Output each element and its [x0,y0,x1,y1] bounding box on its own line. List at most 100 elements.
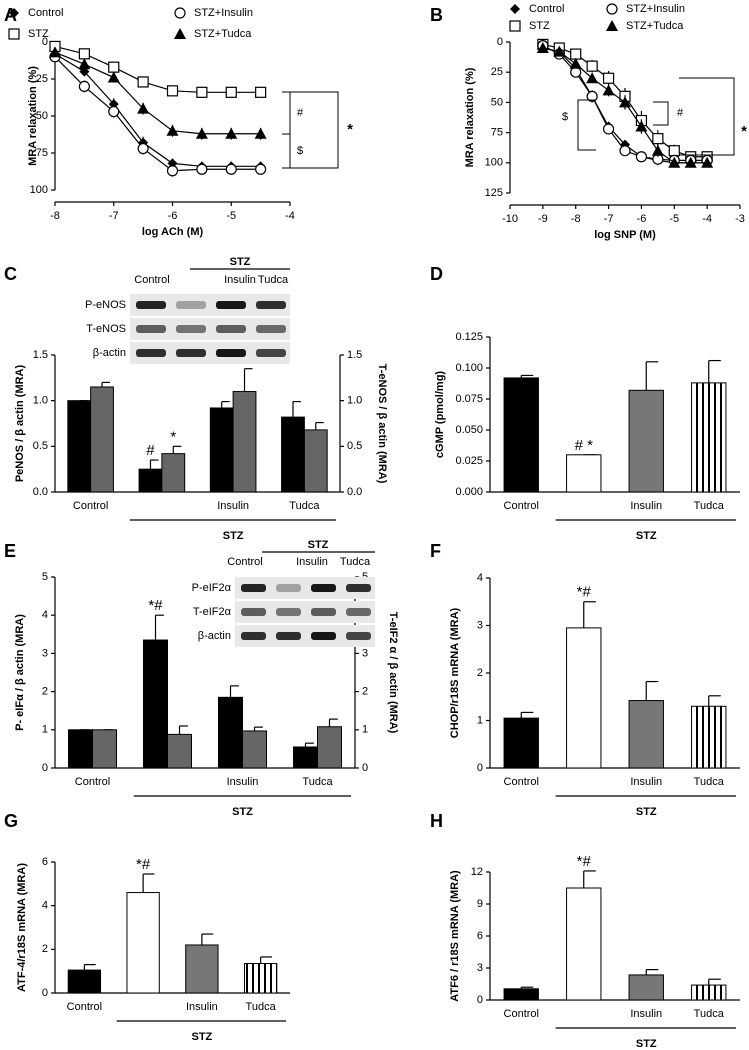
blot-row: β-actin [198,630,231,642]
x-tick-label: -8 [571,213,581,225]
annotation: $ [297,145,303,157]
bar [566,627,602,769]
x-tick-label: Control [75,776,110,788]
x-tick-label: -5 [226,210,236,222]
bar [303,429,328,493]
bar [317,726,342,769]
marker [701,156,714,168]
y-axis-label: cGMP (pmol/mg) [434,371,446,459]
marker [536,42,549,54]
blot-strip [235,577,375,599]
marker [225,163,237,175]
marker [606,20,618,31]
y-tick-label: 0 [477,994,483,1006]
y-tick-label: 3 [362,647,368,659]
marker [174,28,186,39]
blot-band [276,608,301,616]
legend-label: STZ [529,20,550,32]
x-tick-label: Insulin [217,500,249,512]
legend-label: STZ [28,28,49,40]
bar [628,974,664,1001]
y-axis-label: MRA relaxation (%) [27,66,39,166]
bracket [290,91,339,169]
marker [137,142,149,155]
marker [78,48,90,60]
y-tick-label: 0.025 [455,455,483,467]
x-tick-label: Insulin [630,1008,662,1020]
bar [281,416,305,493]
blot-band [136,349,166,357]
x-tick-label: Tudca [694,776,725,788]
marker [108,61,120,73]
y-tick-label: 25 [36,73,48,85]
bar [138,468,163,493]
marker [606,3,618,15]
group-label: STZ [636,1038,657,1050]
significance: *# [577,853,592,870]
y-tick-label: 0.0 [347,486,362,498]
bracket [577,99,596,151]
group-label: STZ [232,806,253,818]
bar [232,391,257,493]
bar [691,382,727,493]
marker [8,28,20,40]
blot-column: Tudca [340,556,371,568]
blot-band [346,584,371,592]
significance: # * [575,437,594,454]
y-axis-label: ATF6 / r18S mRNA (MRA) [449,870,461,1002]
y-tick-label: 0 [477,762,483,774]
y-tick-label: 1 [362,724,368,736]
bar [126,892,160,994]
blot-column: Control [227,556,262,568]
bracket [282,91,291,135]
y-tick-label: 0 [42,762,48,774]
bar [503,717,539,769]
y-tick-label: 3 [42,647,48,659]
blot-band [311,584,336,592]
panel-letter: C [4,264,17,284]
panel-letter: H [430,811,443,831]
bar [67,400,92,493]
marker [652,133,664,145]
blot-band [256,301,286,309]
marker [586,60,598,72]
y-tick-label: 0.000 [455,486,483,498]
blot-band [276,632,301,640]
x-axis-label: log SNP (M) [594,229,656,241]
group-label: STZ [636,806,657,818]
y-axis-label: MRA relaxation (%) [464,67,476,167]
marker [668,156,681,168]
marker [635,151,648,163]
marker [225,127,238,139]
y-tick-label: 2 [42,686,48,698]
marker [509,20,521,32]
bar [92,729,117,769]
annotation: # [677,107,684,119]
bar [691,984,727,1001]
marker [569,57,582,69]
y-tick-label: 1 [42,724,48,736]
y-tick-label: 25 [491,66,503,78]
group-label: STZ [223,530,244,542]
marker [619,96,631,108]
panel-letter: G [4,811,18,831]
legend-label: STZ+Tudca [626,20,684,32]
marker [196,163,208,175]
y-tick-label: 6 [42,856,48,868]
y-tick-label: 100 [30,184,48,196]
bar [143,639,168,769]
marker [255,86,267,98]
y-tick-label: 2 [42,943,48,955]
blot-strip [130,342,290,364]
bracket [282,133,291,169]
marker [137,76,149,88]
blot-band [176,301,206,309]
group-label: STZ [636,530,657,542]
blot-band [241,584,266,592]
x-tick-label: Tudca [302,776,333,788]
bar [691,705,727,769]
blot-band [276,584,301,592]
bar [209,407,234,493]
